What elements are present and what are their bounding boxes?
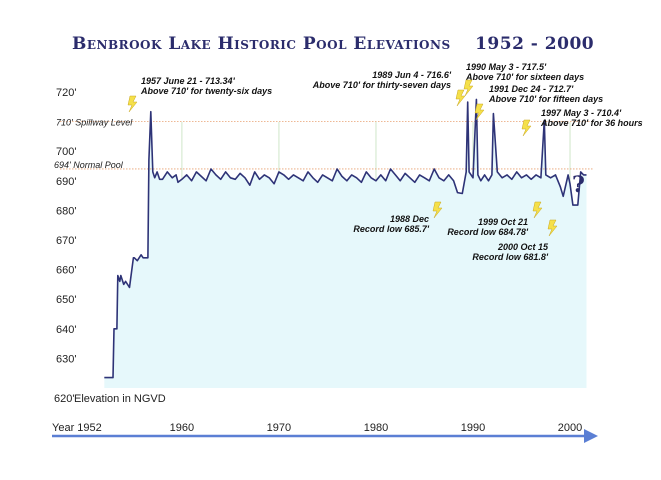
annotation-5: 1997 May 3 - 710.4'Above 710' for 36 hou… (521, 108, 643, 137)
annotation-1: 1957 June 21 - 713.34'Above 710' for twe… (127, 76, 272, 113)
y-tick-label: 690' (56, 176, 76, 188)
chart-title-text: Benbrook Lake Historic Pool Elevations (72, 34, 451, 54)
y-tick-label: 630' (56, 353, 76, 365)
lightning-icon (463, 79, 474, 97)
lightning-icon (474, 103, 485, 121)
x-tick-label: 1980 (364, 422, 388, 434)
x-tick-label: 1960 (170, 422, 194, 434)
annotation-text: 2000 Oct 15 (497, 242, 549, 252)
annotation-text: Above 710' for sixteen days (465, 72, 584, 82)
question-mark: ? (572, 172, 585, 198)
x-axis: Year 1952 1960 1970 1980 1990 2000 (52, 422, 598, 443)
lightning-icon (127, 95, 138, 113)
annotation-text: Record low 685.7' (353, 224, 430, 234)
series-line-layer (104, 98, 587, 379)
x-axis-label: Year 1952 (52, 422, 102, 434)
annotation-text: Above 710' for 36 hours (540, 118, 643, 128)
y-tick-label: 650' (56, 294, 76, 306)
lightning-icon (455, 89, 466, 107)
annotation-text: Record low 684.78' (447, 227, 529, 237)
annotation-text: 1999 Oct 21 (478, 217, 528, 227)
annotations: 1957 June 21 - 713.34'Above 710' for twe… (127, 62, 643, 262)
reference-lines: 694' Normal Pool (54, 121, 594, 170)
annotation-text: Above 710' for fifteen days (488, 94, 603, 104)
annotation-2: 1989 Jun 4 - 716.6'Above 710' for thirty… (312, 70, 466, 107)
y-tick-label: 710' Spillway Level (56, 118, 133, 128)
y-tick-label: 680' (56, 205, 76, 217)
annotation-text: 1988 Dec (390, 214, 429, 224)
lightning-icon (432, 201, 443, 219)
annotation-4: 1991 Dec 24 - 712.7'Above 710' for fifte… (474, 84, 603, 121)
y-tick-label: 720' (56, 87, 76, 99)
y-tick-label: 640' (56, 324, 76, 336)
area-fill (104, 99, 587, 389)
y-tick-label-620: 620' (54, 393, 74, 405)
lightning-icon (521, 119, 532, 137)
y-axis-label: Elevation in NGVD (74, 393, 166, 405)
annotation-text: 1990 May 3 - 717.5' (466, 62, 547, 72)
annotation-text: Above 710' for thirty-seven days (312, 80, 451, 90)
y-tick-labels: 720' 710' Spillway Level 700' 690' 680' 670' 6… (54, 87, 166, 405)
y-tick-label: 700' (56, 146, 76, 158)
y-tick-label: 670' (56, 235, 76, 247)
x-axis-arrowhead (584, 429, 598, 443)
lightning-icon (532, 201, 543, 219)
chart-title: Benbrook Lake Historic Pool Elevations 1… (72, 34, 632, 54)
annotation-text: Record low 681.8' (472, 252, 549, 262)
annotation-text: 1991 Dec 24 - 712.7' (489, 84, 574, 94)
annotation-text: 1989 Jun 4 - 716.6' (372, 70, 452, 80)
area-layer (104, 99, 587, 389)
x-tick-label: 1990 (461, 422, 485, 434)
normal-pool-label: 694' Normal Pool (54, 160, 124, 170)
y-tick-label: 660' (56, 265, 76, 277)
annotation-3: 1990 May 3 - 717.5'Above 710' for sixtee… (463, 62, 584, 97)
chart-title-years: 1952 - 2000 (475, 34, 595, 54)
annotation-text: 1997 May 3 - 710.4' (541, 108, 622, 118)
annotation-text: Above 710' for twenty-six days (140, 86, 272, 96)
lightning-icon (547, 219, 558, 237)
x-tick-label: 1970 (267, 422, 291, 434)
annotation-text: 1957 June 21 - 713.34' (141, 76, 236, 86)
series-line (104, 98, 587, 379)
x-tick-label: 2000 (558, 422, 582, 434)
